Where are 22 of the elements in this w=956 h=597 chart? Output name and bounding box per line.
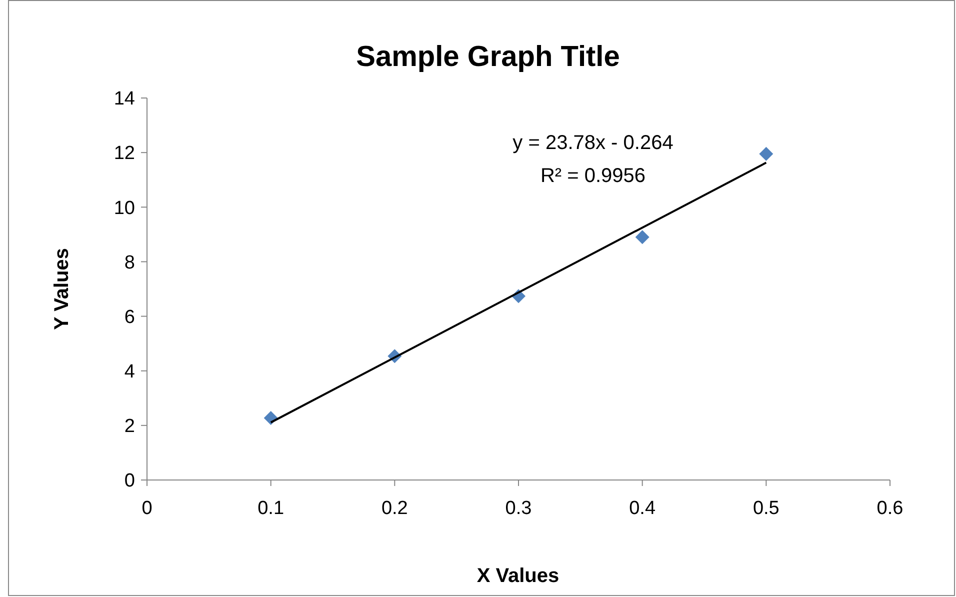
- x-tick-label: 0.6: [876, 498, 904, 519]
- y-axis-title: Y Values: [51, 248, 73, 330]
- x-axis-title: X Values: [476, 565, 560, 587]
- y-tick-label: 6: [124, 306, 135, 328]
- y-tick-label: 8: [124, 252, 135, 274]
- y-tick-label: 10: [114, 198, 135, 219]
- x-tick-label: 0.1: [258, 498, 284, 519]
- y-tick-label: 2: [124, 416, 135, 438]
- x-tick-label: 0.4: [629, 498, 656, 519]
- x-tick-label: 0.3: [505, 498, 532, 519]
- annotation: y = 23.78x - 0.264: [512, 132, 674, 154]
- y-tick-label: 4: [124, 362, 136, 383]
- y-tick-label: 14: [114, 88, 136, 110]
- point: [635, 230, 650, 244]
- chart-title: Sample Graph Title: [356, 41, 620, 73]
- y-tick-label: 12: [114, 143, 135, 164]
- y-tick-label: 0: [124, 470, 135, 492]
- point: [759, 146, 774, 161]
- x-tick-label: 0.5: [752, 498, 780, 519]
- x-tick-label: 0.2: [381, 498, 408, 519]
- annotation: R² = 0.9956: [540, 165, 646, 187]
- x-tick-label: 0: [142, 498, 152, 519]
